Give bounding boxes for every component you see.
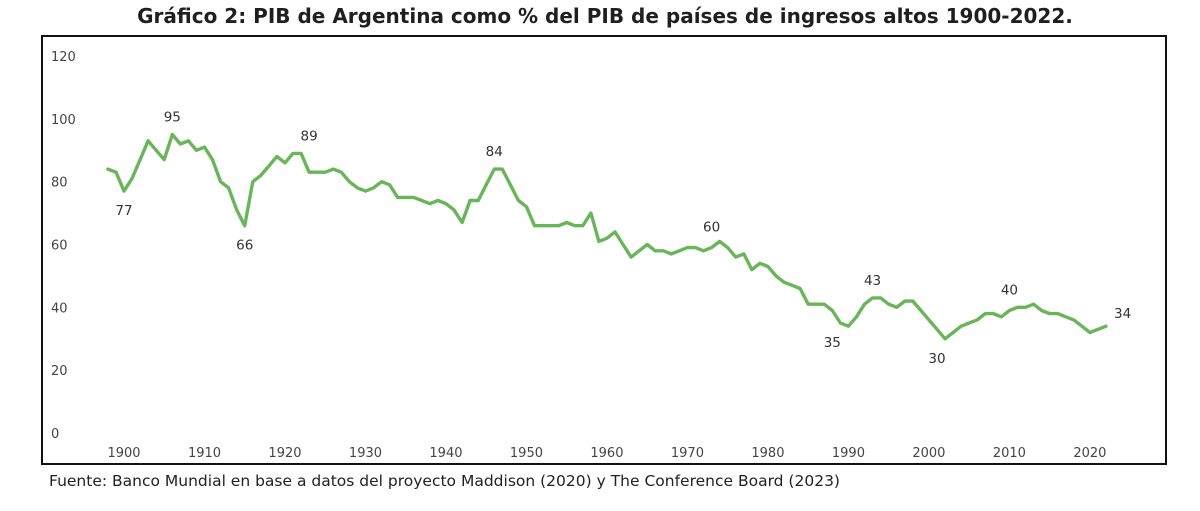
data-label: 40: [1001, 282, 1018, 298]
source-note: Fuente: Banco Mundial en base a datos de…: [49, 472, 840, 490]
x-tick-label: 1900: [107, 446, 140, 461]
y-axis-ticks: 0 20 40 60 80 100 120: [51, 50, 76, 442]
data-label: 66: [236, 238, 253, 254]
data-labels: 77 95 66 89 84 60 35 43 30 40 34: [115, 110, 1131, 367]
data-label: 60: [703, 220, 720, 236]
x-tick-label: 1990: [832, 446, 865, 461]
data-label: 30: [928, 351, 945, 367]
data-label: 43: [864, 273, 881, 289]
data-label: 35: [824, 335, 841, 351]
y-tick-label: 80: [51, 176, 68, 191]
x-tick-label: 1940: [429, 446, 462, 461]
y-tick-label: 60: [51, 239, 68, 254]
y-tick-label: 40: [51, 301, 68, 316]
x-tick-label: 1980: [751, 446, 784, 461]
x-tick-label: 1960: [590, 446, 623, 461]
x-tick-label: 2020: [1073, 446, 1106, 461]
line-chart: 0 20 40 60 80 100 120 1900 1910 1920 1930 1940 1950…: [51, 50, 1131, 461]
data-label: 89: [301, 128, 318, 144]
y-tick-label: 100: [51, 113, 76, 128]
data-label: 34: [1114, 306, 1131, 322]
x-axis-ticks: 1900 1910 1920 1930 1940 1950 1960 1970 1980 1990…: [107, 446, 1106, 461]
x-tick-label: 1970: [671, 446, 704, 461]
x-tick-label: 1950: [510, 446, 543, 461]
chart-title: Gráfico 2: PIB de Argentina como % del P…: [137, 4, 1073, 28]
series-layer: [106, 132, 1108, 341]
data-label: 84: [486, 144, 503, 160]
chart-frame: [41, 35, 1167, 465]
y-tick-label: 20: [51, 364, 68, 379]
series-line: [106, 132, 1108, 341]
data-label: 77: [115, 203, 132, 219]
x-tick-label: 2010: [993, 446, 1026, 461]
y-tick-label: 120: [51, 50, 76, 65]
y-tick-label: 0: [51, 427, 59, 442]
x-tick-label: 2000: [912, 446, 945, 461]
x-tick-label: 1920: [268, 446, 301, 461]
data-label: 95: [164, 110, 181, 126]
x-tick-label: 1910: [188, 446, 221, 461]
x-tick-label: 1930: [349, 446, 382, 461]
